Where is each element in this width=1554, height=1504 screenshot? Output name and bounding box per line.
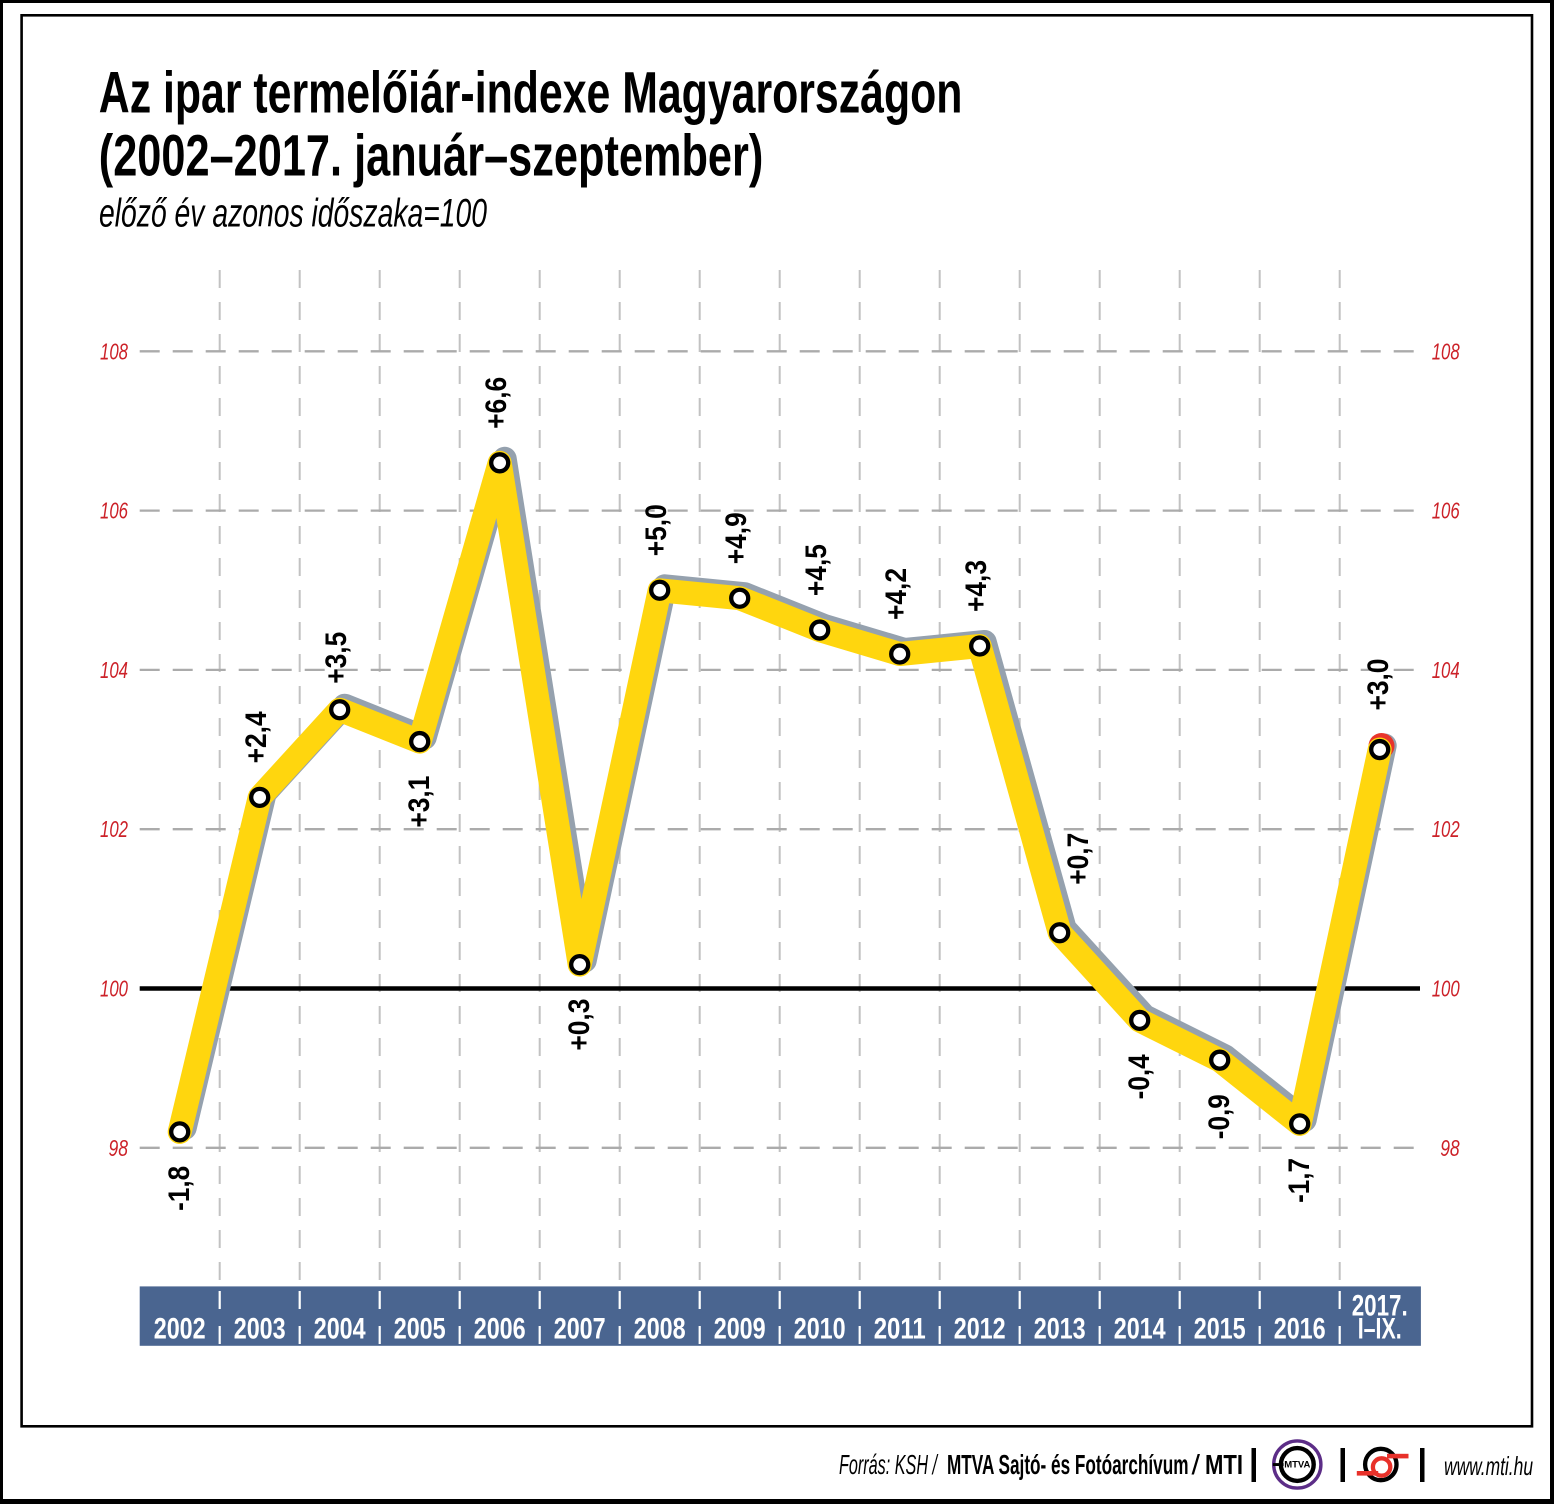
svg-text:Az ipar termelőiár-indexe Magy: Az ipar termelőiár-indexe Magyarországon [99, 61, 963, 126]
svg-text:+6,6: +6,6 [480, 377, 513, 429]
svg-text:102: 102 [1432, 816, 1460, 842]
svg-text:+3,0: +3,0 [1362, 659, 1395, 711]
svg-text:2007: 2007 [554, 1313, 606, 1346]
svg-text:+4,9: +4,9 [720, 512, 753, 564]
svg-text:+2,4: +2,4 [240, 711, 273, 763]
svg-text:MTVA Sajtó- és Fotóarchívum: MTVA Sajtó- és Fotóarchívum [947, 1449, 1189, 1480]
svg-text:2006: 2006 [474, 1313, 526, 1346]
svg-text:+5,0: +5,0 [640, 504, 673, 556]
svg-text:2011: 2011 [874, 1313, 926, 1346]
svg-text:/: / [1192, 1449, 1201, 1480]
svg-text:100: 100 [100, 976, 128, 1002]
svg-text:-0,4: -0,4 [1123, 1054, 1156, 1099]
svg-text:MTVA: MTVA [1284, 1459, 1310, 1470]
svg-text:+4,2: +4,2 [880, 568, 913, 620]
svg-text:98: 98 [1440, 1135, 1460, 1161]
svg-text:2004: 2004 [314, 1313, 366, 1346]
svg-text:102: 102 [100, 816, 128, 842]
svg-text:100: 100 [1432, 976, 1460, 1002]
svg-text:+3,1: +3,1 [403, 776, 436, 828]
svg-text:2012: 2012 [954, 1313, 1006, 1346]
svg-text:2010: 2010 [794, 1313, 846, 1346]
svg-text:2008: 2008 [634, 1313, 686, 1346]
svg-text:104: 104 [1432, 657, 1460, 683]
svg-text:2017.: 2017. [1352, 1290, 1408, 1323]
svg-text:-1,8: -1,8 [163, 1166, 196, 1211]
svg-text:+0,3: +0,3 [563, 999, 596, 1051]
svg-text:2002: 2002 [154, 1313, 206, 1346]
svg-text:98: 98 [109, 1135, 129, 1161]
svg-text:www.mti.hu: www.mti.hu [1444, 1451, 1533, 1481]
svg-text:106: 106 [1432, 498, 1460, 524]
svg-text:104: 104 [100, 657, 128, 683]
svg-text:I–IX.: I–IX. [1358, 1313, 1402, 1346]
svg-text:2013: 2013 [1034, 1313, 1086, 1346]
svg-text:2003: 2003 [234, 1313, 286, 1346]
svg-text:108: 108 [100, 338, 128, 364]
svg-text:2005: 2005 [394, 1313, 446, 1346]
svg-text:-0,9: -0,9 [1203, 1094, 1236, 1139]
svg-text:+3,5: +3,5 [320, 632, 353, 684]
svg-text:Forrás: KSH /: Forrás: KSH / [839, 1449, 939, 1480]
svg-text:106: 106 [100, 498, 128, 524]
svg-text:+0,7: +0,7 [1062, 833, 1095, 885]
svg-text:2015: 2015 [1194, 1313, 1246, 1346]
svg-text:+4,3: +4,3 [960, 560, 993, 612]
svg-text:2014: 2014 [1114, 1313, 1166, 1346]
svg-text:(2002–2017. január–szeptember): (2002–2017. január–szeptember) [99, 123, 764, 188]
svg-text:-1,7: -1,7 [1283, 1158, 1316, 1203]
svg-text:2016: 2016 [1274, 1313, 1326, 1346]
svg-text:MTI: MTI [1205, 1449, 1243, 1480]
svg-text:előző év azonos időszaka=100: előző év azonos időszaka=100 [99, 192, 487, 236]
svg-text:+4,5: +4,5 [800, 544, 833, 596]
svg-text:108: 108 [1432, 338, 1460, 364]
svg-text:2009: 2009 [714, 1313, 766, 1346]
